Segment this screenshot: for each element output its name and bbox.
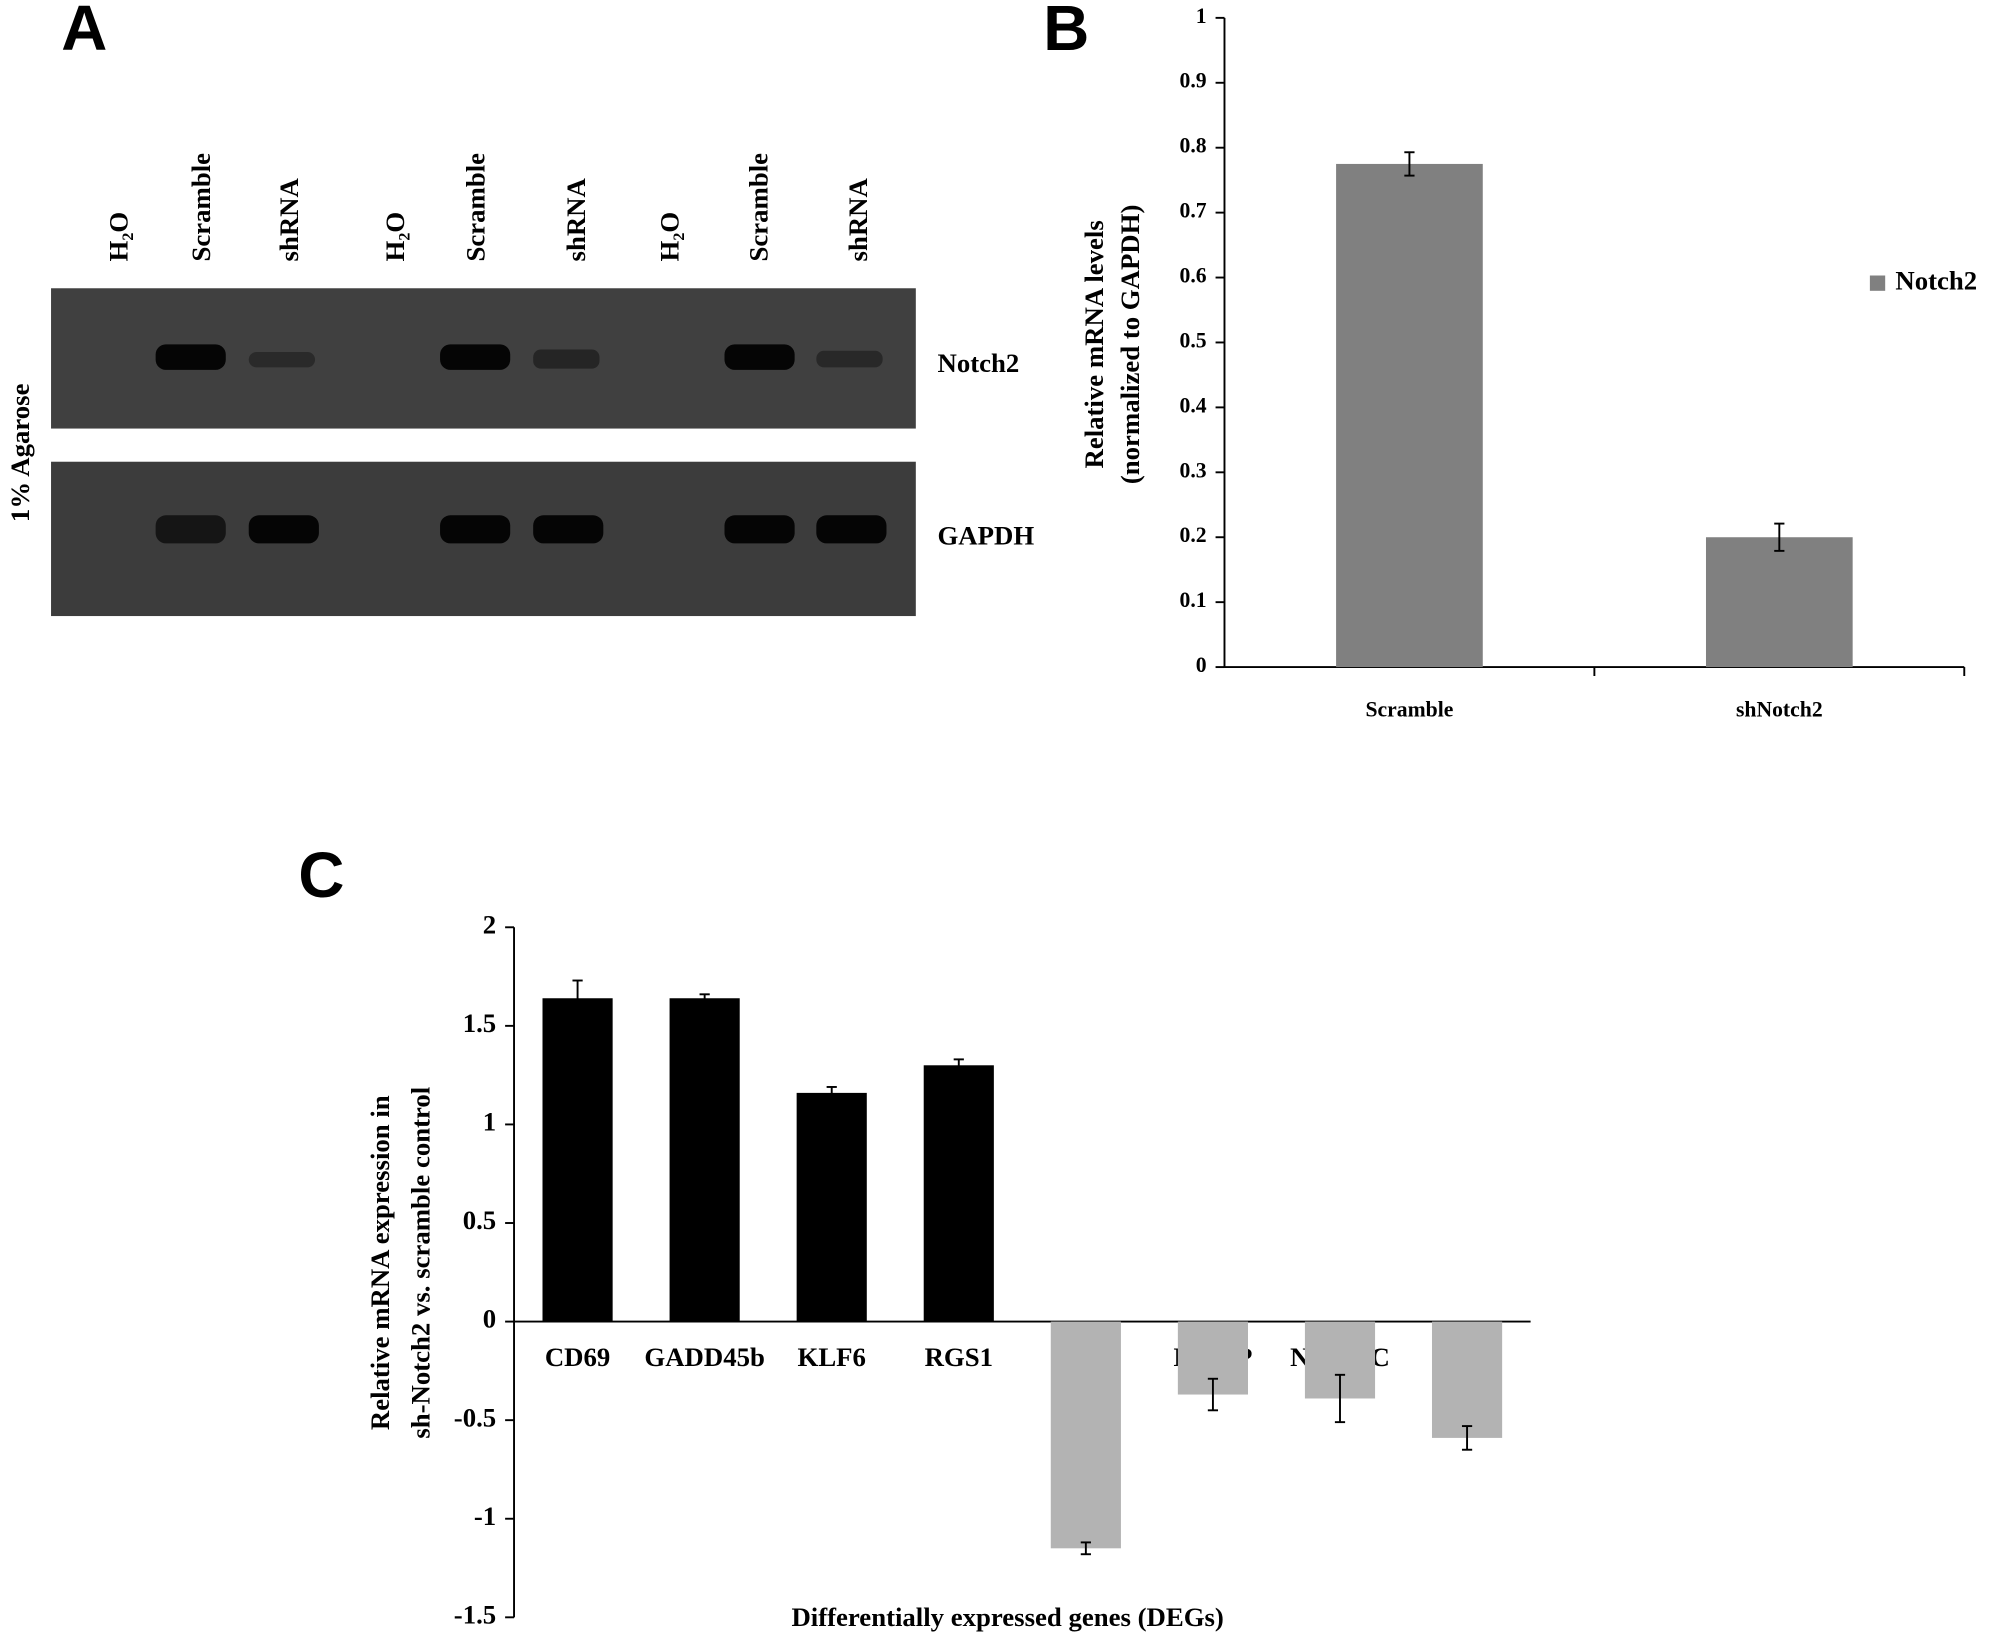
- x-tick-label: RGS1: [925, 1342, 993, 1372]
- x-tick-label: GADD45b: [644, 1342, 764, 1372]
- y-tick-label: 0.6: [1180, 264, 1207, 288]
- bands: [155, 344, 887, 544]
- y-tick-label: 0.5: [1180, 328, 1207, 352]
- y-tick-label: 2: [483, 909, 496, 939]
- lane-label: shRNA: [561, 178, 591, 262]
- y-tick-label: 0.8: [1180, 134, 1207, 158]
- y-tick-label: 0: [483, 1304, 496, 1334]
- x-tick-label: CD69: [545, 1342, 610, 1372]
- y-tick-label: 0.5: [463, 1205, 496, 1235]
- y-tick-label: 0.4: [1180, 393, 1207, 417]
- x-axis-label: Differentially expressed genes (DEGs): [791, 1602, 1223, 1632]
- bar: [1336, 163, 1483, 668]
- bar: [1431, 1321, 1503, 1438]
- y-tick-label: 0: [1196, 653, 1207, 677]
- bar: [542, 998, 613, 1322]
- y-tick-label: -0.5: [454, 1402, 496, 1432]
- x-tick-label: KLF6: [798, 1342, 866, 1372]
- y-tick-label: 0.9: [1180, 69, 1207, 93]
- lane-label: Scramble: [460, 153, 490, 262]
- y-tick-label: -1.5: [454, 1599, 496, 1629]
- y-axis-label: sh-Notch2 vs. scramble control: [406, 1087, 436, 1439]
- x-tick-label: shNotch2: [1736, 698, 1823, 722]
- bar: [669, 998, 740, 1322]
- x-tick-label: Scramble: [1365, 698, 1453, 722]
- lane-label: H₂O: [654, 212, 684, 262]
- lane-label: shRNA: [274, 178, 304, 262]
- panel-letter: C: [298, 839, 344, 911]
- lane-label: H₂O: [380, 212, 410, 262]
- band-label: Notch2: [938, 348, 1020, 378]
- y-tick-label: -1: [474, 1501, 496, 1531]
- legend-label: Notch2: [1895, 265, 1977, 295]
- y-tick-label: 1: [1196, 4, 1207, 28]
- lane-label: H₂O: [103, 212, 133, 262]
- y-tick-label: 0.2: [1180, 523, 1207, 547]
- lane-label: shRNA: [843, 178, 873, 262]
- y-axis-label: (normalized to GAPDH): [1115, 205, 1145, 485]
- y-tick-label: 0.7: [1180, 199, 1207, 223]
- lane-label: Scramble: [744, 153, 774, 262]
- side-label: 1% Agarose: [5, 383, 35, 522]
- y-axis-label: Relative mRNA levels: [1079, 220, 1109, 468]
- y-tick-label: 1.5: [463, 1008, 496, 1038]
- y-tick-label: 0.3: [1180, 458, 1207, 482]
- panel-letter: A: [61, 0, 107, 64]
- y-tick-label: 0.1: [1180, 588, 1207, 612]
- y-axis-label: Relative mRNA expression in: [365, 1095, 395, 1430]
- bar: [923, 1065, 994, 1322]
- panel-letter: B: [1043, 0, 1089, 64]
- lane-label: Scramble: [186, 153, 216, 262]
- band-label: GAPDH: [938, 520, 1035, 550]
- bar: [1050, 1321, 1121, 1549]
- bar: [796, 1092, 867, 1322]
- legend-swatch: [1869, 275, 1886, 291]
- y-tick-label: 1: [483, 1107, 496, 1137]
- bar: [1705, 537, 1853, 668]
